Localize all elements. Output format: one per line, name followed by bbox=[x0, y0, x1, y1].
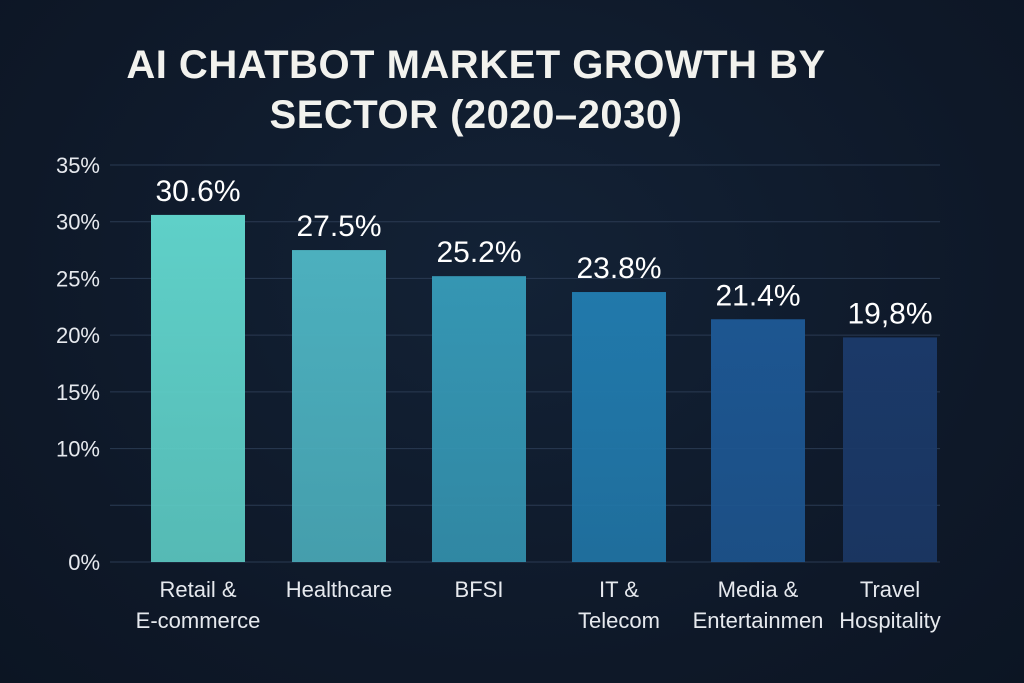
x-tick-label: Hospitality bbox=[839, 608, 940, 633]
y-tick-label: 0% bbox=[68, 550, 100, 575]
data-label: 23.8% bbox=[576, 252, 661, 285]
bar bbox=[572, 292, 666, 562]
y-tick-label: 10% bbox=[56, 437, 100, 462]
data-label: 21.4% bbox=[715, 279, 800, 312]
chart-title-line-2: SECTOR (2020–2030) bbox=[270, 93, 683, 137]
y-tick-label: 35% bbox=[56, 153, 100, 178]
bar bbox=[292, 250, 386, 563]
x-tick-label: Entertainmen bbox=[693, 608, 824, 633]
value-labels: 30.6% 27.5% 25.2% 23.8% 21.4% 19,8% bbox=[155, 175, 932, 331]
x-tick-label: Retail & bbox=[159, 577, 236, 602]
x-tick-label: Telecom bbox=[578, 608, 660, 633]
x-tick-label: IT & bbox=[599, 577, 639, 602]
chart-title: AI CHATBOT MARKET GROWTH BY SECTOR (2020… bbox=[126, 43, 825, 137]
bar bbox=[432, 276, 526, 562]
y-axis: 0% 10% 15% 20% 25% 30% 35% bbox=[56, 153, 100, 575]
y-tick-label: 15% bbox=[56, 380, 100, 405]
x-tick-label: Healthcare bbox=[286, 577, 392, 602]
x-tick-label: BFSI bbox=[455, 577, 504, 602]
bars bbox=[151, 214, 937, 563]
x-tick-label: E-commerce bbox=[136, 608, 261, 633]
y-tick-label: 30% bbox=[56, 210, 100, 235]
y-tick-label: 20% bbox=[56, 323, 100, 348]
x-tick-label: Media & bbox=[718, 577, 799, 602]
data-label: 19,8% bbox=[847, 297, 932, 330]
bar bbox=[151, 214, 245, 562]
chart-title-line-1: AI CHATBOT MARKET GROWTH BY bbox=[126, 43, 825, 87]
data-label: 30.6% bbox=[155, 175, 240, 208]
bar bbox=[843, 337, 937, 562]
bar bbox=[711, 319, 805, 562]
data-label: 27.5% bbox=[296, 210, 381, 243]
x-axis: Retail & E-commerce Healthcare BFSI IT & Tele… bbox=[136, 577, 941, 633]
y-tick-label: 25% bbox=[56, 266, 100, 291]
data-label: 25.2% bbox=[436, 236, 521, 269]
x-tick-label: Travel bbox=[860, 577, 920, 602]
